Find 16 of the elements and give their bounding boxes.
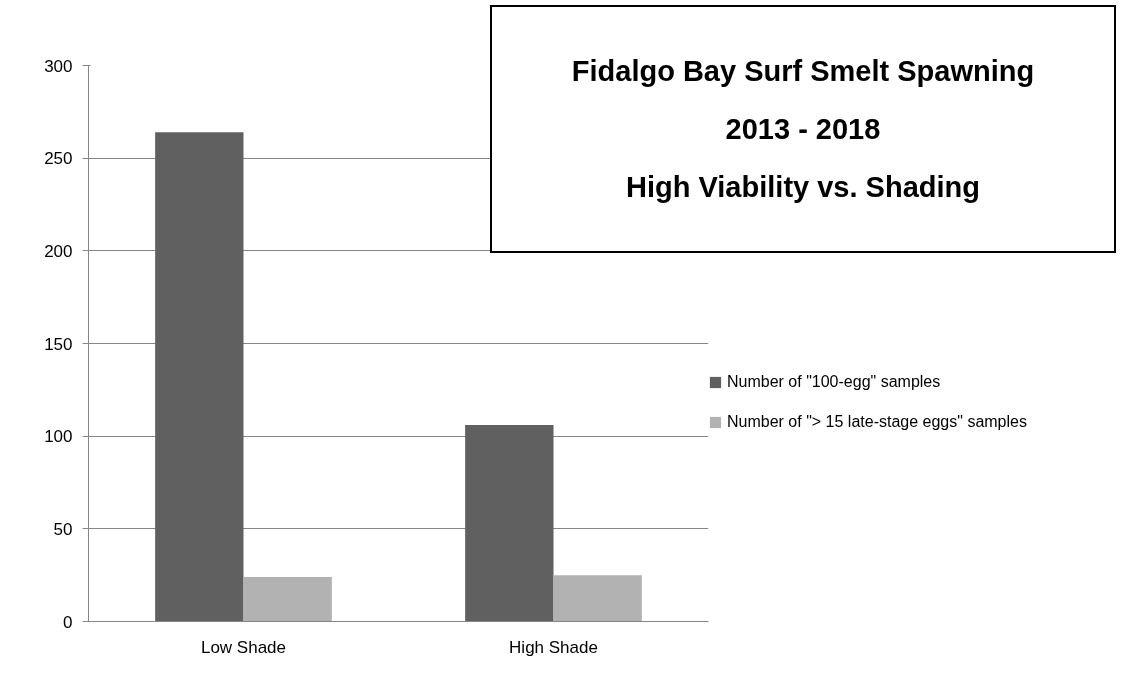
bar [465,425,554,622]
legend-label: Number of "> 15 late-stage eggs" samples [727,413,1027,431]
y-tick-label: 250 [44,149,73,169]
bar [553,575,642,622]
y-tick-label: 150 [44,334,73,354]
x-tick-label: Low Shade [200,637,287,657]
title-box: Fidalgo Bay Surf Smelt Spawning 2013 - 2018 High Viability vs. Shading [490,5,1116,253]
bar [155,132,244,622]
y-tick-label: 300 [44,56,73,76]
bar [243,577,332,622]
x-tick-label: High Shade [509,637,598,657]
y-tick-label: 50 [53,519,73,539]
legend-label: Number of "100-egg" samples [727,373,941,391]
y-tick-label: 200 [44,241,73,261]
y-tick-label: 100 [44,427,73,447]
y-tick-label: 0 [63,612,73,632]
